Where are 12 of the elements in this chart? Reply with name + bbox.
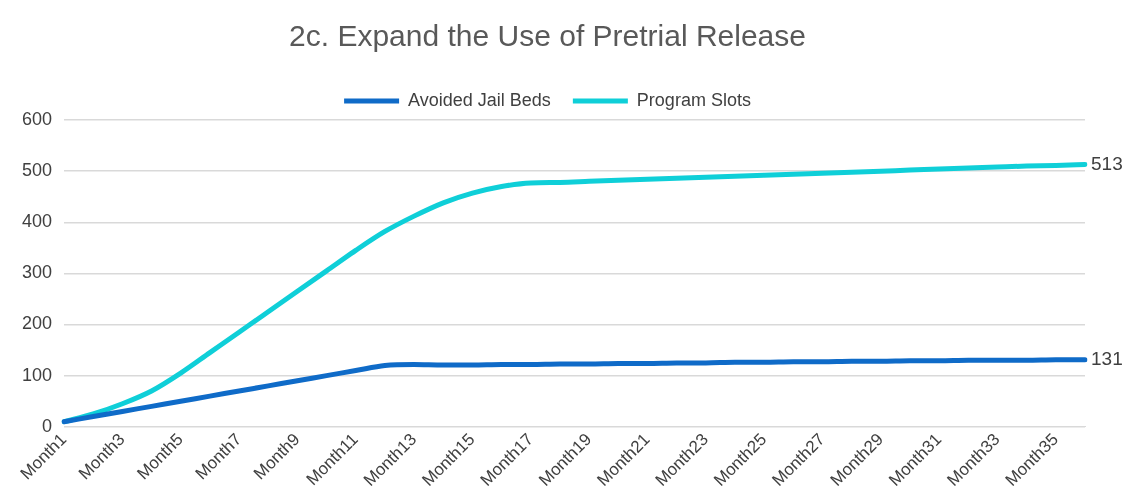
legend-label: Avoided Jail Beds (408, 89, 551, 110)
legend-label: Program Slots (636, 89, 751, 110)
y-tick-label: 0 (42, 415, 53, 436)
y-tick-label: 600 (21, 108, 53, 129)
data-label: 513 (1091, 152, 1123, 174)
y-tick-label: 100 (21, 364, 53, 385)
y-tick-label: 300 (21, 262, 53, 283)
chart-title: 2c. Expand the Use of Pretrial Release (289, 19, 806, 53)
y-tick-label: 200 (21, 313, 53, 334)
data-label: 131 (1091, 348, 1123, 370)
y-tick-label: 500 (21, 160, 53, 181)
y-tick-label: 400 (21, 211, 53, 232)
